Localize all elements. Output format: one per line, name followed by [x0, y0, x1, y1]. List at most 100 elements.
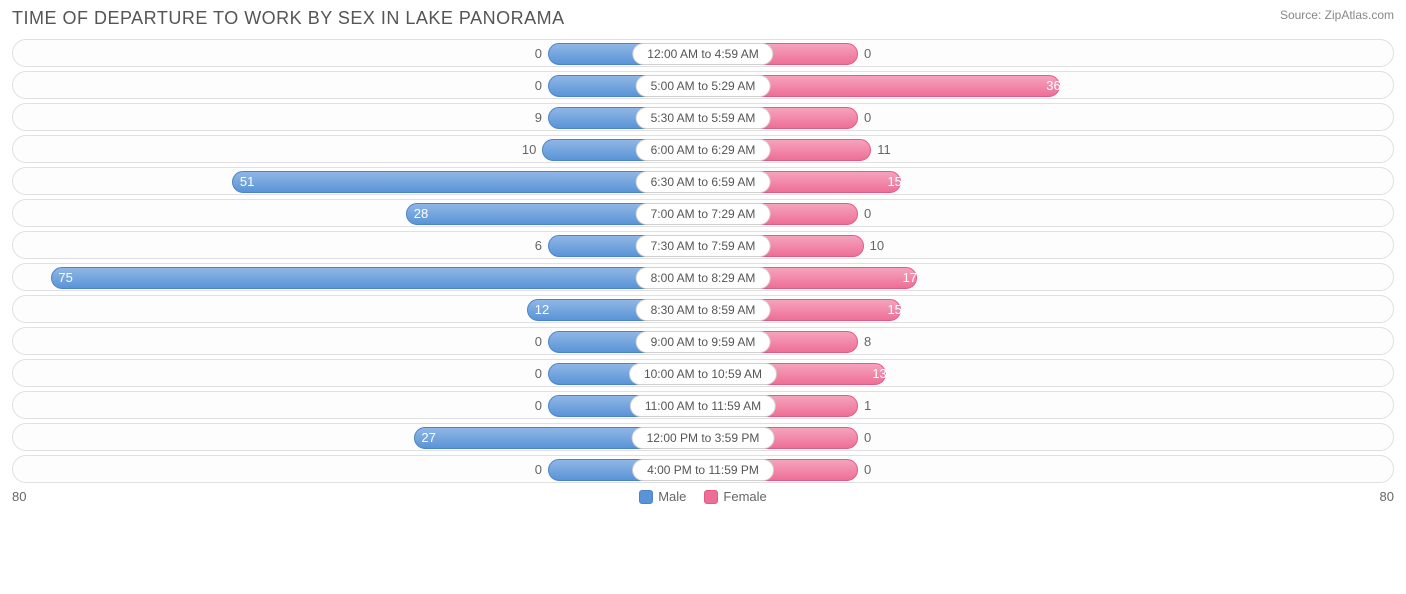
time-range-label: 8:00 AM to 8:29 AM: [636, 267, 771, 289]
male-swatch-icon: [639, 490, 653, 504]
male-bar: [51, 267, 703, 289]
header: TIME OF DEPARTURE TO WORK BY SEX IN LAKE…: [12, 8, 1394, 29]
male-half: 9: [13, 104, 703, 130]
male-half: 10: [13, 136, 703, 162]
female-half: 15: [703, 168, 1393, 194]
male-value-label: 27: [413, 424, 435, 451]
chart-row: 0 13 10:00 AM to 10:59 AM: [12, 359, 1394, 387]
female-value-label: 36: [1038, 72, 1060, 99]
female-value-label: 17: [895, 264, 917, 291]
male-half: 0: [13, 72, 703, 98]
chart-row: 0 36 5:00 AM to 5:29 AM: [12, 71, 1394, 99]
female-value-label: 0: [864, 456, 871, 483]
chart-container: TIME OF DEPARTURE TO WORK BY SEX IN LAKE…: [0, 0, 1406, 516]
male-bar: [232, 171, 703, 193]
male-value-label: 0: [535, 328, 542, 355]
time-range-label: 8:30 AM to 8:59 AM: [636, 299, 771, 321]
time-range-label: 10:00 AM to 10:59 AM: [629, 363, 777, 385]
chart-row: 0 0 4:00 PM to 11:59 PM: [12, 455, 1394, 483]
male-value-label: 6: [535, 232, 542, 259]
chart-row: 12 15 8:30 AM to 8:59 AM: [12, 295, 1394, 323]
male-value-label: 75: [50, 264, 72, 291]
female-value-label: 15: [879, 168, 901, 195]
male-half: 51: [13, 168, 703, 194]
male-half: 6: [13, 232, 703, 258]
time-range-label: 5:30 AM to 5:59 AM: [636, 107, 771, 129]
female-value-label: 0: [864, 40, 871, 67]
time-range-label: 5:00 AM to 5:29 AM: [636, 75, 771, 97]
chart-row: 27 0 12:00 PM to 3:59 PM: [12, 423, 1394, 451]
time-range-label: 6:30 AM to 6:59 AM: [636, 171, 771, 193]
male-half: 0: [13, 328, 703, 354]
axis-max-left: 80: [12, 489, 52, 504]
axis-max-right: 80: [1354, 489, 1394, 504]
female-half: 0: [703, 456, 1393, 482]
time-range-label: 7:00 AM to 7:29 AM: [636, 203, 771, 225]
male-value-label: 28: [406, 200, 428, 227]
female-half: 0: [703, 40, 1393, 66]
male-value-label: 0: [535, 40, 542, 67]
female-value-label: 8: [864, 328, 871, 355]
time-range-label: 6:00 AM to 6:29 AM: [636, 139, 771, 161]
chart-row: 6 10 7:30 AM to 7:59 AM: [12, 231, 1394, 259]
chart-row: 75 17 8:00 AM to 8:29 AM: [12, 263, 1394, 291]
female-value-label: 0: [864, 424, 871, 451]
chart-row: 51 15 6:30 AM to 6:59 AM: [12, 167, 1394, 195]
male-value-label: 9: [535, 104, 542, 131]
female-half: 11: [703, 136, 1393, 162]
time-range-label: 4:00 PM to 11:59 PM: [632, 459, 774, 481]
male-value-label: 51: [232, 168, 254, 195]
male-half: 0: [13, 456, 703, 482]
source-attribution: Source: ZipAtlas.com: [1280, 8, 1394, 22]
chart-row: 10 11 6:00 AM to 6:29 AM: [12, 135, 1394, 163]
male-value-label: 0: [535, 360, 542, 387]
female-value-label: 0: [864, 104, 871, 131]
female-half: 1: [703, 392, 1393, 418]
legend: Male Female: [639, 489, 767, 504]
legend-male-label: Male: [658, 489, 686, 504]
legend-female-label: Female: [723, 489, 766, 504]
female-half: 36: [703, 72, 1393, 98]
female-half: 17: [703, 264, 1393, 290]
time-range-label: 12:00 AM to 4:59 AM: [632, 43, 773, 65]
female-value-label: 10: [870, 232, 884, 259]
male-value-label: 0: [535, 456, 542, 483]
diverging-bar-chart: 0 0 12:00 AM to 4:59 AM 0 36 5:00 AM to 5:29 …: [12, 39, 1394, 483]
male-half: 0: [13, 392, 703, 418]
time-range-label: 7:30 AM to 7:59 AM: [636, 235, 771, 257]
male-half: 0: [13, 40, 703, 66]
chart-row: 0 1 11:00 AM to 11:59 AM: [12, 391, 1394, 419]
legend-item-male: Male: [639, 489, 686, 504]
male-value-label: 0: [535, 72, 542, 99]
time-range-label: 11:00 AM to 11:59 AM: [630, 395, 776, 417]
time-range-label: 12:00 PM to 3:59 PM: [632, 427, 775, 449]
chart-title: TIME OF DEPARTURE TO WORK BY SEX IN LAKE…: [12, 8, 565, 29]
chart-row: 0 0 12:00 AM to 4:59 AM: [12, 39, 1394, 67]
female-value-label: 13: [864, 360, 886, 387]
female-half: 10: [703, 232, 1393, 258]
female-half: 15: [703, 296, 1393, 322]
chart-row: 28 0 7:00 AM to 7:29 AM: [12, 199, 1394, 227]
male-half: 28: [13, 200, 703, 226]
female-half: 0: [703, 104, 1393, 130]
female-half: 0: [703, 424, 1393, 450]
male-half: 0: [13, 360, 703, 386]
female-value-label: 0: [864, 200, 871, 227]
chart-row: 0 8 9:00 AM to 9:59 AM: [12, 327, 1394, 355]
male-value-label: 0: [535, 392, 542, 419]
female-half: 0: [703, 200, 1393, 226]
female-swatch-icon: [704, 490, 718, 504]
female-value-label: 1: [864, 392, 871, 419]
time-range-label: 9:00 AM to 9:59 AM: [636, 331, 771, 353]
male-value-label: 10: [522, 136, 536, 163]
female-half: 13: [703, 360, 1393, 386]
male-half: 27: [13, 424, 703, 450]
female-value-label: 11: [877, 136, 891, 163]
female-half: 8: [703, 328, 1393, 354]
female-value-label: 15: [879, 296, 901, 323]
chart-footer: 80 Male Female 80: [12, 489, 1394, 504]
chart-row: 9 0 5:30 AM to 5:59 AM: [12, 103, 1394, 131]
male-value-label: 12: [527, 296, 549, 323]
legend-item-female: Female: [704, 489, 766, 504]
male-half: 12: [13, 296, 703, 322]
